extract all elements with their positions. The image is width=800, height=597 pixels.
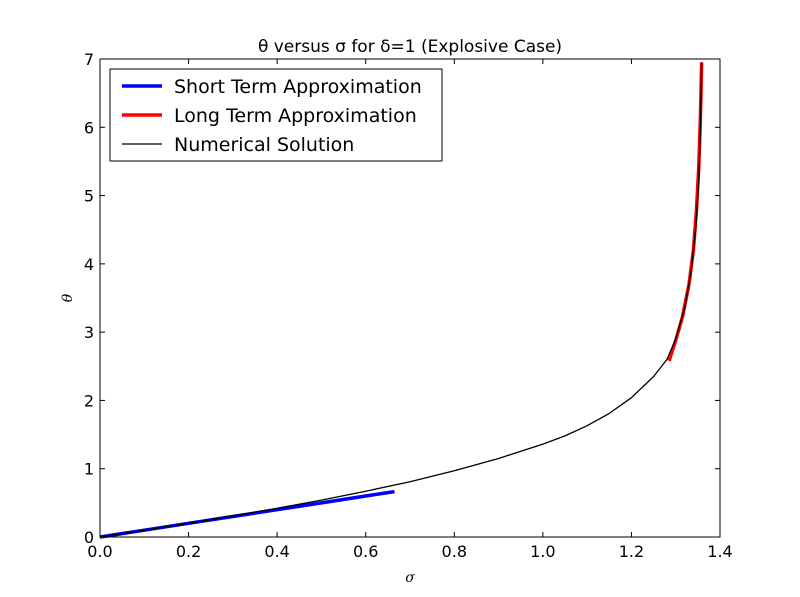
y-tick-label: 6 [84, 118, 94, 137]
x-tick-label: 0.6 [353, 542, 378, 561]
y-tick-label: 1 [84, 460, 94, 479]
x-tick-label: 0.8 [442, 542, 467, 561]
x-tick-label: 0.2 [176, 542, 201, 561]
y-tick-label: 5 [84, 187, 94, 206]
x-tick-label: 1.0 [530, 542, 555, 561]
legend-label-1: Long Term Approximation [174, 105, 417, 127]
legend: Short Term Approximation Long Term Approx… [109, 68, 443, 162]
y-tick-label: 0 [84, 528, 94, 547]
x-axis-label: σ [405, 570, 415, 586]
chart-title: θ versus σ for δ=1 (Explosive Case) [258, 37, 562, 57]
series-line-2 [99, 62, 703, 538]
x-tick-label: 0.4 [264, 542, 289, 561]
y-tick-label: 2 [84, 391, 94, 410]
plot-frame [99, 58, 721, 538]
y-axis-label: θ [60, 293, 76, 302]
y-tick-label: 7 [84, 50, 94, 69]
legend-label-0: Short Term Approximation [174, 76, 422, 98]
legend-box [109, 68, 443, 162]
legend-label-2: Numerical Solution [174, 134, 354, 156]
y-tick-label: 4 [84, 255, 94, 274]
y-tick-label: 3 [84, 323, 94, 342]
x-tick-label: 0.0 [87, 542, 112, 561]
x-tick-label: 1.2 [619, 542, 644, 561]
x-tick-label: 1.4 [707, 542, 732, 561]
